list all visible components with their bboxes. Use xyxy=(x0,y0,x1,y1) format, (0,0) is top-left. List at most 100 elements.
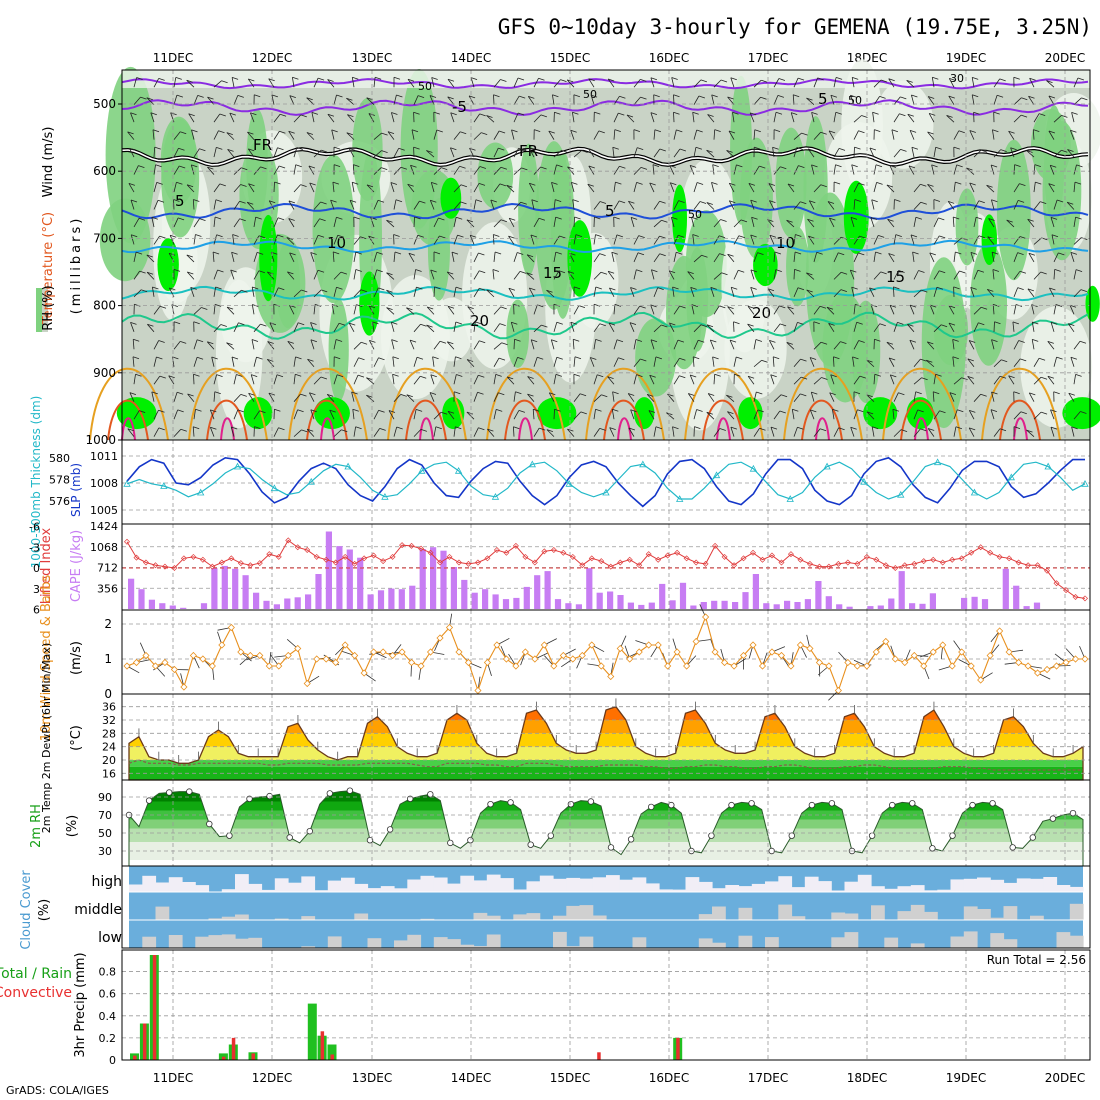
wind-barb xyxy=(433,217,439,228)
wind-barb xyxy=(813,377,822,385)
wind-barb-flag xyxy=(1061,115,1068,118)
wind-speed-point xyxy=(407,658,416,667)
wind-barb-flag xyxy=(571,182,578,185)
wind-barb-flag xyxy=(150,112,157,116)
temp-contour xyxy=(121,78,1089,90)
wind-barb-flag xyxy=(295,356,302,360)
wind-barb xyxy=(889,305,895,315)
wind-barb xyxy=(952,339,955,350)
wind-speed-point xyxy=(929,648,937,656)
wind-barb xyxy=(948,322,955,333)
cloud-gap xyxy=(473,946,488,948)
wind-barb xyxy=(213,80,222,88)
wind-barb-flag xyxy=(677,339,685,343)
wind-barb-flag xyxy=(332,181,340,185)
wind-barb-flag xyxy=(650,112,658,115)
lifted-index-point xyxy=(266,551,273,558)
wind-barb-flag xyxy=(1048,95,1056,99)
lifted-index-point xyxy=(683,555,690,562)
wind-barb xyxy=(633,96,641,105)
wind-barb-flag xyxy=(238,322,245,326)
wind-barb-flag xyxy=(727,411,734,414)
wind-barb xyxy=(153,147,156,158)
wind-barb xyxy=(230,269,235,280)
lifted-index-point xyxy=(930,556,937,563)
rh-point xyxy=(547,832,554,839)
wind-barb-flag xyxy=(309,182,316,186)
wind-barb-flag xyxy=(688,393,695,396)
wind-barb xyxy=(493,374,497,385)
wind-barb xyxy=(331,304,335,315)
thickness-tick: 576 xyxy=(49,495,70,508)
wind-barb-flag xyxy=(597,374,604,378)
wind-barb-flag xyxy=(341,429,348,433)
wind-barb-flag xyxy=(436,129,443,133)
wind-barb-flag xyxy=(990,409,998,412)
lifted-index-point xyxy=(958,555,965,562)
wind-speed-point xyxy=(1034,669,1042,677)
wind-barb-flag xyxy=(679,357,686,361)
wind-barb xyxy=(207,341,215,350)
wind-barb-flag xyxy=(953,286,960,290)
wind-barb-flag xyxy=(648,410,656,413)
wind-barb xyxy=(973,270,979,280)
wind-barb xyxy=(769,200,775,210)
wind-barb-flag xyxy=(267,359,274,362)
temp-contour-30 xyxy=(702,399,744,441)
wind-barb-flag xyxy=(186,184,194,188)
wind-barb xyxy=(933,217,939,228)
rh-saturated-region xyxy=(738,397,763,430)
wind-barb-flag xyxy=(487,428,494,432)
wind-barb xyxy=(833,112,837,123)
wind-barb xyxy=(993,149,1001,158)
wind-barb xyxy=(753,165,760,175)
wind-barb-flag xyxy=(816,251,823,255)
wind-barb-flag xyxy=(1032,339,1039,342)
wind-barb-flag xyxy=(928,428,935,431)
wind-barb-flag xyxy=(216,147,223,150)
wind-barb-flag xyxy=(587,183,594,187)
wind-barb-flag xyxy=(948,305,956,309)
wind-barb-flag xyxy=(808,148,815,152)
wind-barb-flag xyxy=(231,426,238,430)
wind-barb-flag xyxy=(957,409,964,413)
rh-saturated-region xyxy=(116,397,157,430)
wind-barb-flag xyxy=(152,129,160,133)
wind-barb xyxy=(253,166,261,175)
wind-speed-point xyxy=(351,651,359,660)
wind-barb xyxy=(673,129,677,140)
cape-bar xyxy=(534,575,541,609)
wind-barb-flag xyxy=(612,146,619,150)
wind-barb-flag xyxy=(921,377,928,381)
temp-contour-35 xyxy=(320,417,335,441)
wind-barb xyxy=(132,339,135,350)
wind-speed-point xyxy=(474,686,482,695)
wind-barb xyxy=(273,234,278,245)
wind-barb-flag xyxy=(511,129,518,133)
wind-barb-flag xyxy=(352,181,359,185)
wind-barb-flag xyxy=(274,408,281,412)
temp-contour xyxy=(121,239,1089,254)
wind-barb xyxy=(1032,129,1035,140)
wind-barb xyxy=(730,287,735,297)
wind-speed-point xyxy=(702,613,710,621)
wind-barb xyxy=(793,376,802,385)
wind-barb xyxy=(366,97,375,105)
wind-barb xyxy=(732,112,735,123)
wind-barb xyxy=(691,217,695,228)
wind-barb-flag xyxy=(786,342,793,345)
wind-barb xyxy=(570,322,575,332)
wind-barb-flag xyxy=(851,164,858,168)
wind-barb xyxy=(308,165,315,175)
wind-barb xyxy=(426,306,435,315)
wind-barb xyxy=(633,235,640,245)
wind-barb-flag xyxy=(810,409,817,413)
wind-barb xyxy=(353,342,362,350)
wind-barb-flag xyxy=(580,411,587,415)
wind-barb xyxy=(728,130,735,140)
wind-barb-flag xyxy=(180,428,187,432)
wind-barb xyxy=(1050,217,1055,228)
wind-barb-flag xyxy=(447,271,454,275)
wind-barb-flag xyxy=(248,148,255,152)
wind-barb-flag xyxy=(636,182,643,185)
